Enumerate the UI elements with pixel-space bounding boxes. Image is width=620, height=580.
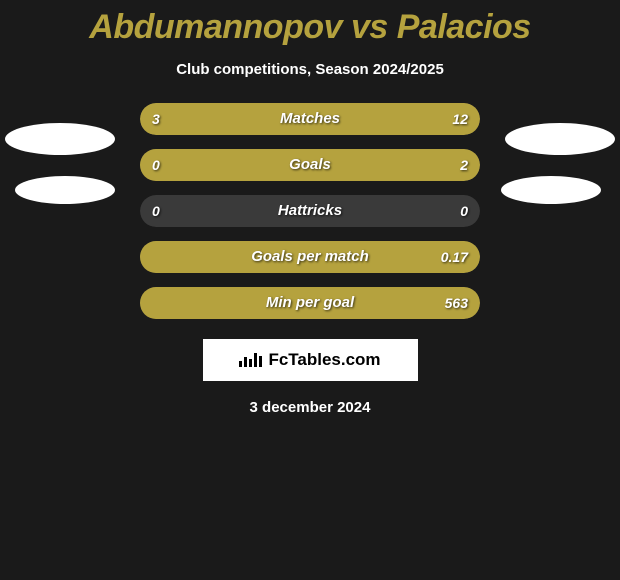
stat-value-right: 0.17 [441, 241, 468, 273]
stat-row: 3 Matches 12 [140, 103, 480, 135]
stat-row: 0 Goals 2 [140, 149, 480, 181]
stat-value-right: 2 [460, 149, 468, 181]
stat-row: Goals per match 0.17 [140, 241, 480, 273]
page-subtitle: Club competitions, Season 2024/2025 [0, 61, 620, 78]
page-title: Abdumannopov vs Palacios [0, 0, 620, 47]
stat-label: Goals [140, 149, 480, 181]
stat-row: Min per goal 563 [140, 287, 480, 319]
stat-value-right: 563 [445, 287, 468, 319]
stat-row: 0 Hattricks 0 [140, 195, 480, 227]
stat-label: Matches [140, 103, 480, 135]
stat-value-right: 12 [452, 103, 468, 135]
stat-label: Goals per match [140, 241, 480, 273]
footer-date: 3 december 2024 [0, 399, 620, 416]
stat-label: Hattricks [140, 195, 480, 227]
footer-logo: FcTables.com [203, 339, 418, 381]
bar-chart-icon [239, 353, 262, 367]
footer-logo-text: FcTables.com [268, 350, 380, 370]
stat-value-right: 0 [460, 195, 468, 227]
stats-container: 3 Matches 12 0 Goals 2 0 Hattricks 0 Goa… [0, 103, 620, 319]
stat-label: Min per goal [140, 287, 480, 319]
